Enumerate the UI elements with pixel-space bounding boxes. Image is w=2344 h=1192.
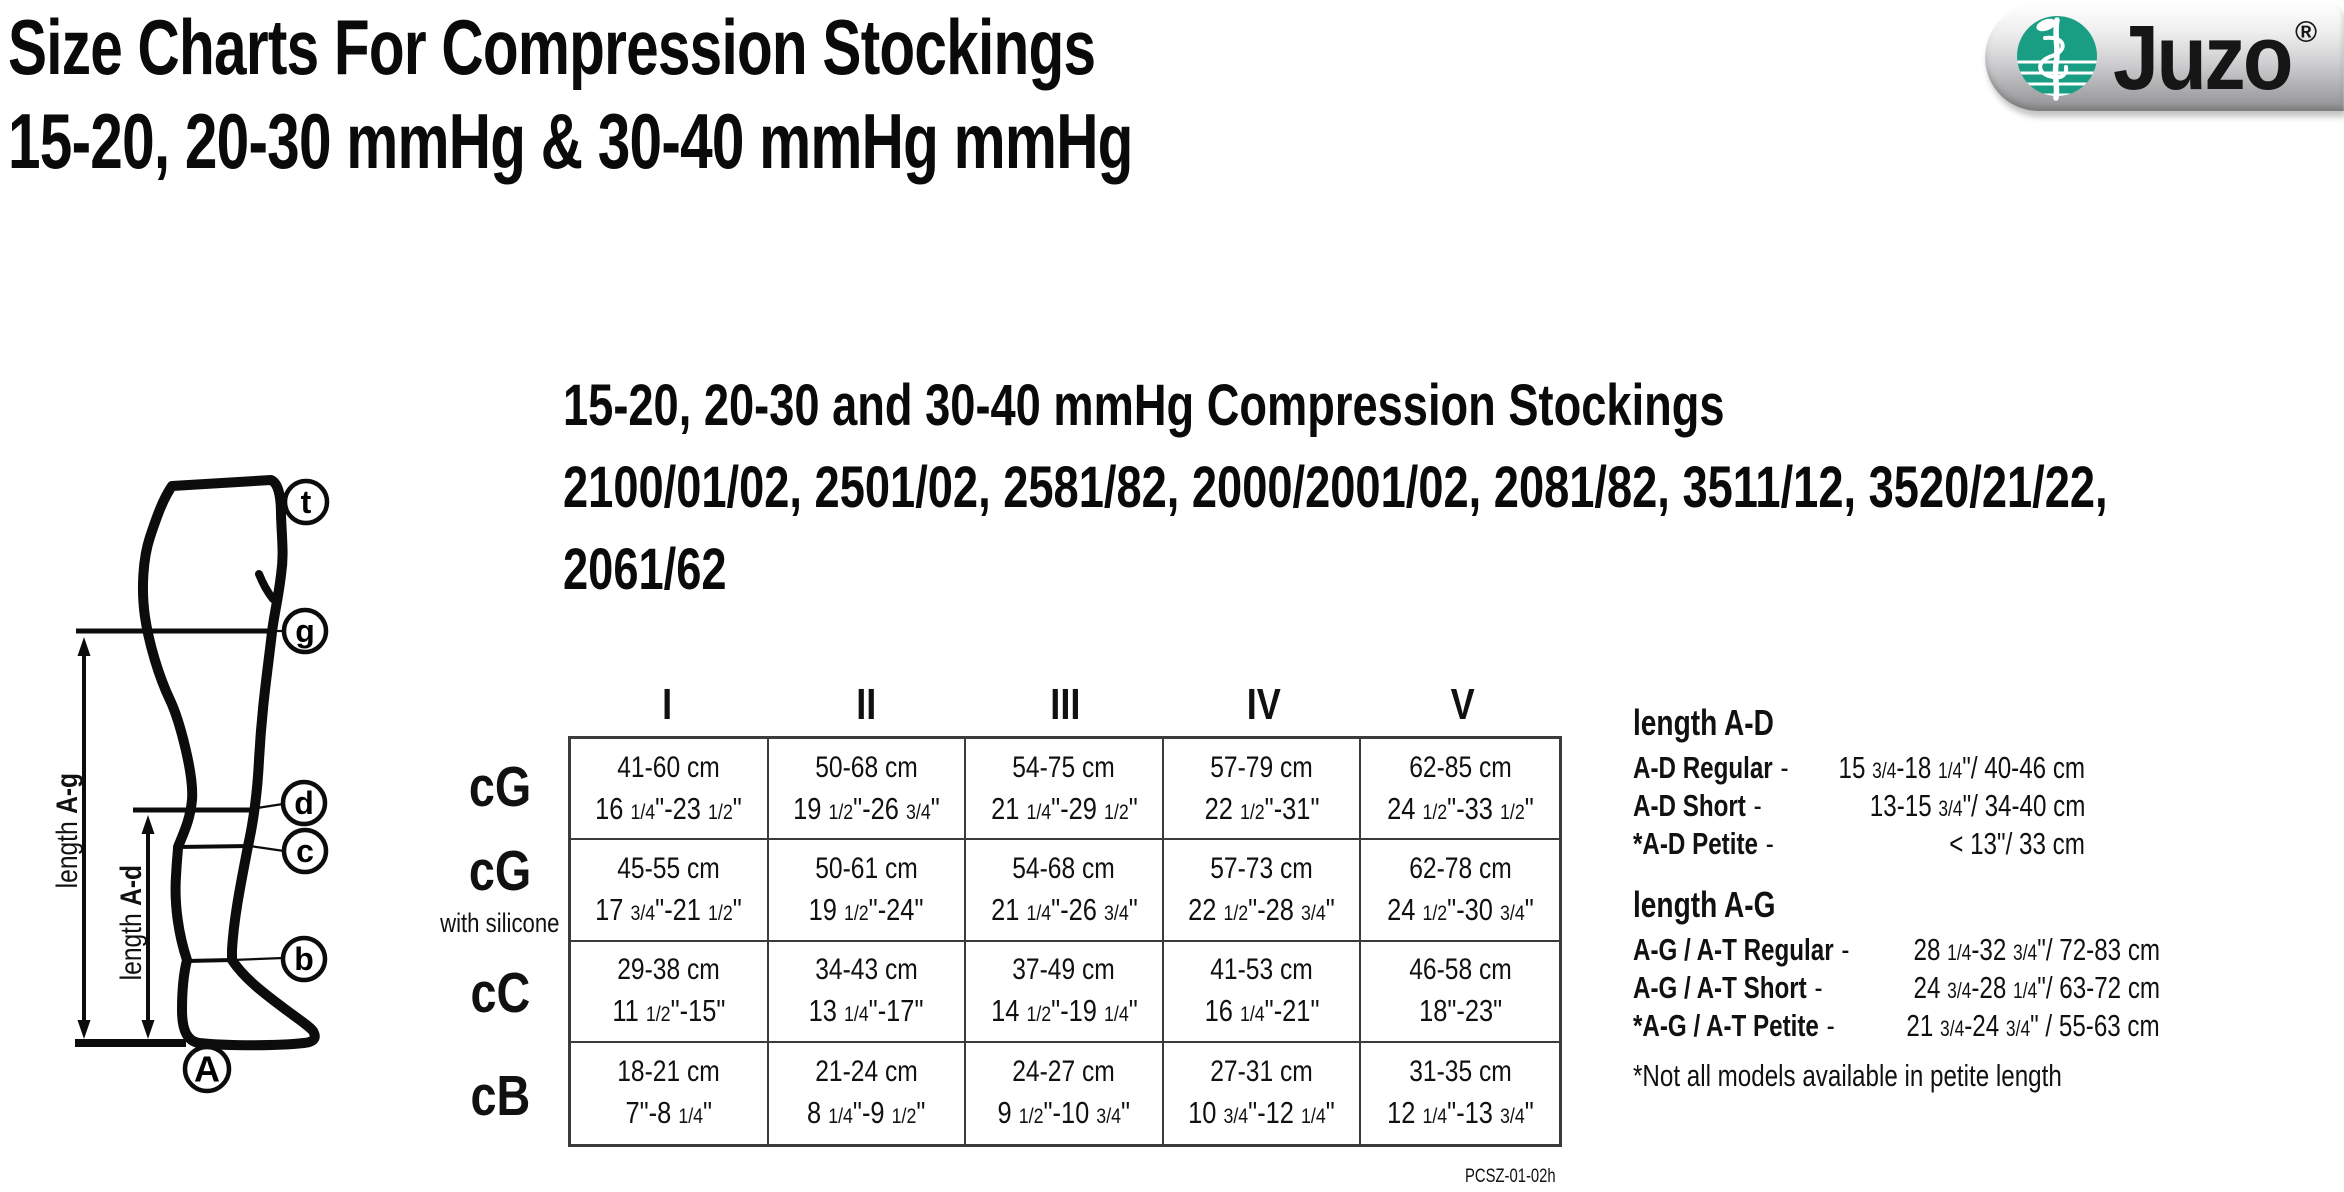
column-header-V: V bbox=[1450, 680, 1475, 729]
measurement-point-A: A bbox=[182, 1044, 232, 1094]
size-cell-cGsil-V: 62-78 cm 24 1/2"-30 3/4" bbox=[1361, 840, 1559, 942]
length-a-g-label: lengthA-g bbox=[51, 773, 84, 889]
size-cell-cG-II: 50-68 cm 19 1/2"-26 3/4" bbox=[768, 739, 967, 841]
svg-text:c: c bbox=[296, 833, 314, 869]
model-numbers-line2: 2061/62 bbox=[563, 537, 727, 602]
column-header-III: III bbox=[1049, 680, 1081, 729]
row-label-cG-silicone: cG with silicone bbox=[440, 838, 560, 938]
size-cell-cGsil-IV: 57-73 cm 22 1/2"-28 3/4" bbox=[1163, 840, 1362, 942]
model-numbers-line1: 2100/01/02, 2501/02, 2581/82, 2000/2001/… bbox=[563, 455, 2108, 520]
size-cell-cC-V: 46-58 cm 18"-23" bbox=[1361, 942, 1559, 1043]
length-a-d-heading: length A-D bbox=[1633, 702, 1774, 743]
row-label-cC: cC bbox=[470, 961, 530, 1025]
svg-text:g: g bbox=[295, 613, 315, 649]
row-label-cB: cB bbox=[470, 1064, 530, 1128]
length-a-g-block: length A-G A-G / A-T Regular - 28 1/4-32 … bbox=[1633, 884, 2160, 1054]
measurement-point-d: d bbox=[280, 779, 328, 827]
size-cell-cG-IV: 57-79 cm 22 1/2"-31" bbox=[1163, 739, 1362, 841]
column-header-I: I bbox=[662, 680, 673, 729]
size-cell-cB-IV: 27-31 cm 10 3/4"-12 1/4" bbox=[1164, 1042, 1362, 1144]
row-label-cG: cG bbox=[468, 755, 532, 819]
page-title-line2: 15-20, 20-30 mmHg & 30-40 mmHg mmHg bbox=[8, 97, 1133, 185]
section-heading: 15-20, 20-30 and 30-40 mmHg Compression … bbox=[563, 373, 1725, 438]
size-cell-cGsil-II: 50-61 cm 19 1/2"-24" bbox=[768, 840, 967, 942]
svg-text:d: d bbox=[294, 785, 314, 821]
size-cell-cG-III: 54-75 cm 21 1/4"-29 1/2" bbox=[966, 739, 1164, 841]
measurement-point-c: c bbox=[281, 827, 329, 875]
size-cell-cG-V: 62-85 cm 24 1/2"-33 1/2" bbox=[1361, 739, 1559, 841]
length-spec-row: A-G / A-T Regular - 28 1/4-32 3/4"/ 72-83… bbox=[1633, 932, 2160, 967]
length-spec-row: *A-G / A-T Petite - 21 3/4-24 3/4" / 55-6… bbox=[1633, 1008, 2160, 1043]
svg-text:t: t bbox=[301, 484, 312, 520]
brand-wordmark: Juzo bbox=[2113, 6, 2294, 109]
document-code: PCSZ-01-02h bbox=[1465, 1166, 1556, 1187]
measurement-point-t: t bbox=[282, 478, 330, 526]
length-spec-row: A-D Regular - 15 3/4-18 1/4"/ 40-46 cm bbox=[1633, 750, 2085, 785]
rod-of-asclepius-icon bbox=[2017, 16, 2097, 101]
size-cell-cB-III: 24-27 cm 9 1/2"-10 3/4" bbox=[966, 1042, 1164, 1144]
size-cell-cB-V: 31-35 cm 12 1/4"-13 3/4" bbox=[1386, 1055, 1534, 1131]
size-cell-cC-II: 34-43 cm 13 1/4"-17" bbox=[768, 941, 967, 1043]
size-cell-cG-I: 41-60 cm 16 1/4"-23 1/2" bbox=[571, 739, 769, 841]
length-a-d-block: length A-D A-D Regular - 15 3/4-18 1/4"/ … bbox=[1633, 702, 2085, 872]
leg-measurement-diagram: t g d c b A lengthA-g bbox=[30, 455, 382, 1123]
size-cell-cB-I: 18-21 cm 7"-8 1/4" bbox=[571, 1042, 769, 1144]
column-header-II: II bbox=[856, 680, 877, 729]
size-cell-cC-IV: 41-53 cm 16 1/4"-21" bbox=[1163, 941, 1362, 1043]
measurement-point-b: b bbox=[280, 935, 328, 983]
page-title-line1: Size Charts For Compression Stockings bbox=[8, 3, 1096, 91]
column-header-IV: IV bbox=[1246, 680, 1281, 729]
svg-text:b: b bbox=[294, 941, 314, 977]
size-cell-cC-III: 37-49 cm 14 1/2"-19 1/4" bbox=[966, 941, 1164, 1043]
measurement-point-g: g bbox=[281, 607, 329, 655]
brand-logo: Juzo ® bbox=[1985, 4, 2344, 111]
size-cell-cGsil-III: 54-68 cm 21 1/4"-26 3/4" bbox=[966, 840, 1164, 942]
length-spec-row: A-G / A-T Short - 24 3/4-28 1/4"/ 63-72 c… bbox=[1633, 970, 2160, 1005]
size-cell-cB-II: 21-24 cm 8 1/4"-9 1/2" bbox=[769, 1042, 967, 1144]
leg-outline-drawing: t g d c b A bbox=[75, 475, 330, 1094]
length-spec-row: A-D Short - 13-15 3/4"/ 34-40 cm bbox=[1633, 788, 2085, 823]
size-cell-cGsil-I: 45-55 cm 17 3/4"-21 1/2" bbox=[571, 840, 769, 942]
length-a-g-heading: length A-G bbox=[1633, 884, 1776, 925]
petite-footnote: *Not all models available in petite leng… bbox=[1633, 1058, 2062, 1093]
size-table: 41-60 cm 16 1/4"-23 1/2" 50-68 cm 19 1/2"-… bbox=[568, 736, 1562, 1147]
length-a-d-label: lengthA-d bbox=[115, 865, 148, 981]
size-column-headers: I II III IV V bbox=[568, 680, 1562, 730]
length-spec-row: *A-D Petite - < 13"/ 33 cm bbox=[1633, 826, 2085, 861]
size-cell-cC-I: 29-38 cm 11 1/2"-15" bbox=[571, 941, 769, 1043]
registered-trademark-symbol: ® bbox=[2295, 16, 2318, 49]
measure-arrowheads bbox=[77, 637, 155, 1039]
svg-text:A: A bbox=[194, 1049, 220, 1090]
